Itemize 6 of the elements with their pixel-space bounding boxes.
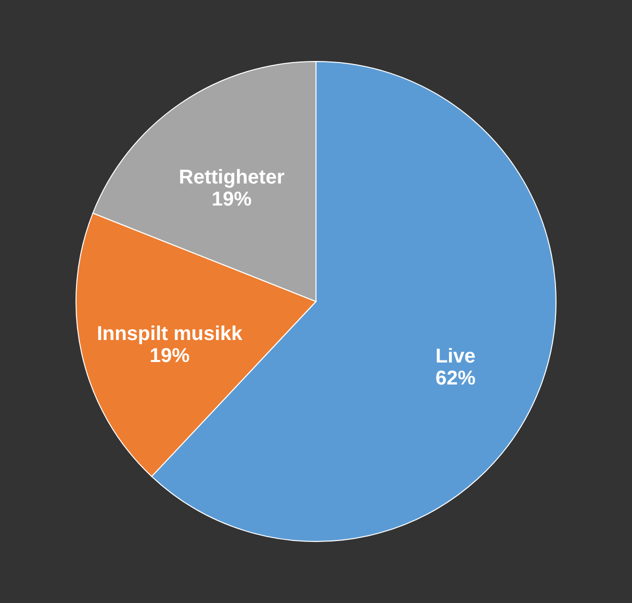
slice-label: Rettigheter (178, 166, 285, 188)
slice-label: Live (435, 346, 476, 368)
data-label: 19% (212, 188, 252, 210)
data-label: 62% (435, 368, 476, 390)
data-label: 19% (150, 345, 190, 368)
slice-label: Innspilt musikk (96, 323, 244, 346)
